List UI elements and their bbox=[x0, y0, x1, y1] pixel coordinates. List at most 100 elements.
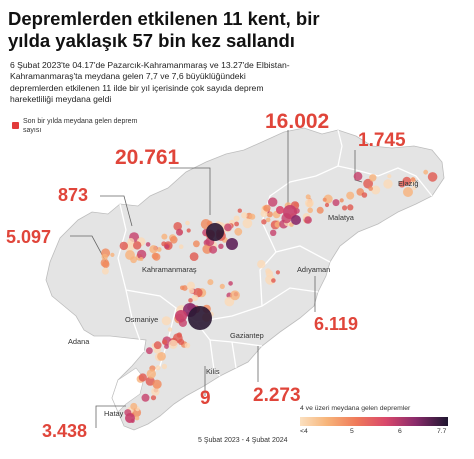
earthquake-dot bbox=[141, 393, 150, 402]
earthquake-dot bbox=[178, 244, 184, 249]
major-earthquake-dot bbox=[276, 206, 284, 214]
count-elazig: 1.745 bbox=[358, 130, 406, 151]
earthquake-dot bbox=[305, 198, 314, 208]
major-earthquake-dot bbox=[125, 413, 135, 423]
earthquake-dot bbox=[369, 174, 377, 182]
earthquake-dot bbox=[219, 283, 225, 289]
earthquake-dot bbox=[322, 197, 327, 202]
count-adana: 5.097 bbox=[6, 227, 52, 247]
earthquake-dot bbox=[119, 241, 128, 251]
earthquake-dot bbox=[324, 202, 330, 208]
earthquake-dot bbox=[138, 373, 147, 382]
earthquake-dot bbox=[186, 281, 196, 290]
earthquake-dot bbox=[423, 169, 429, 175]
earthquake-dot bbox=[274, 221, 281, 228]
earthquake-dot bbox=[100, 258, 110, 268]
earthquake-dot bbox=[410, 177, 416, 182]
earthquake-dot bbox=[157, 352, 166, 361]
earthquake-dot bbox=[241, 212, 248, 219]
earthquake-dot bbox=[249, 213, 256, 220]
earthquake-dot bbox=[403, 187, 413, 197]
earthquake-dot bbox=[383, 179, 393, 189]
earthquake-dot bbox=[209, 245, 218, 254]
magnitude-legend-title: 4 ve üzeri meydana gelen depremler bbox=[300, 405, 411, 412]
earthquake-dot bbox=[170, 236, 178, 244]
earthquake-dot bbox=[145, 376, 155, 386]
magnitude-tick-min: <4 bbox=[300, 428, 308, 435]
magnitude-tick-max: 7.7 bbox=[437, 428, 447, 435]
earthquake-dot bbox=[145, 242, 151, 247]
major-earthquake-dot bbox=[188, 306, 212, 330]
count-gaziantep: 2.273 bbox=[253, 385, 301, 406]
count-malatya: 16.002 bbox=[265, 110, 330, 133]
earthquake-dot bbox=[173, 222, 182, 231]
earthquake-dot bbox=[242, 218, 253, 229]
earthquake-dot bbox=[161, 316, 171, 326]
subtitle: 6 Şubat 2023'te 04.17'de Pazarcık-Kahram… bbox=[10, 60, 290, 105]
earthquake-dot bbox=[207, 279, 214, 286]
earthquake-dot bbox=[162, 339, 168, 345]
earthquake-dot bbox=[228, 281, 233, 286]
earthquake-dot bbox=[304, 216, 312, 224]
earthquake-dot bbox=[402, 176, 412, 186]
earthquake-dot bbox=[305, 194, 311, 200]
earthquake-dot bbox=[224, 223, 232, 232]
earthquake-dot bbox=[153, 341, 162, 350]
city-label-gaziantep: Gaziantep bbox=[230, 331, 264, 340]
earthquake-dot bbox=[339, 198, 344, 203]
city-label-adiyaman: Adıyaman bbox=[297, 265, 331, 274]
earthquake-dot bbox=[361, 192, 368, 198]
earthquake-dot bbox=[191, 294, 199, 302]
major-earthquake-dot bbox=[226, 238, 238, 250]
city-label-osmaniye: Osmaniye bbox=[125, 315, 159, 324]
earthquake-dot bbox=[368, 186, 374, 191]
count-kilis: 9 bbox=[200, 388, 211, 409]
earthquake-dot bbox=[167, 327, 173, 332]
earthquake-dot bbox=[101, 253, 108, 261]
city-label-elazig: Elazığ bbox=[398, 179, 419, 188]
earthquake-dot bbox=[233, 215, 240, 222]
major-earthquake-dot bbox=[283, 205, 297, 219]
count-adiyaman: 6.119 bbox=[314, 314, 359, 334]
date-range: 5 Şubat 2023 - 4 Şubat 2024 bbox=[198, 437, 288, 444]
major-earthquake-dot bbox=[291, 215, 301, 225]
earthquake-dot bbox=[146, 369, 156, 379]
major-earthquake-dot bbox=[206, 223, 224, 241]
earthquake-dot bbox=[134, 415, 140, 421]
magnitude-color-scale bbox=[300, 417, 448, 426]
earthquake-dot bbox=[156, 247, 162, 252]
earthquake-dot bbox=[168, 339, 178, 349]
count-osmaniye: 873 bbox=[58, 185, 89, 205]
earthquake-dot bbox=[271, 278, 276, 283]
magnitude-tick-6: 6 bbox=[398, 428, 402, 435]
earthquake-dot bbox=[152, 379, 162, 389]
earthquake-dot bbox=[150, 395, 157, 401]
earthquake-dot bbox=[257, 260, 266, 269]
earthquake-dot bbox=[184, 342, 191, 349]
city-label-hatay: Hatay bbox=[104, 409, 124, 418]
earthquake-dot bbox=[176, 228, 183, 236]
earthquake-dot bbox=[164, 344, 169, 349]
count-legend-swatch bbox=[12, 122, 19, 129]
earthquake-dot bbox=[261, 219, 267, 225]
earthquake-dot bbox=[161, 233, 168, 240]
earthquake-dot bbox=[316, 206, 324, 214]
city-label-kahramanmaras: Kahramanmaraş bbox=[142, 265, 197, 274]
leader-lines bbox=[70, 130, 363, 428]
earthquake-dot bbox=[371, 185, 381, 195]
earthquake-dot bbox=[363, 178, 373, 189]
earthquake-dot bbox=[193, 240, 200, 248]
earthquake-dot bbox=[185, 220, 190, 226]
earthquake-dot bbox=[387, 174, 392, 179]
earthquake-dot bbox=[237, 208, 242, 213]
earthquake-dot bbox=[263, 204, 271, 212]
earthquake-dot bbox=[102, 267, 109, 275]
city-label-adana: Adana bbox=[68, 337, 90, 346]
earthquake-dot bbox=[270, 229, 277, 236]
earthquake-dot bbox=[136, 249, 147, 260]
earthquake-dot bbox=[265, 270, 274, 278]
earthquake-dot bbox=[146, 347, 153, 355]
earthquake-dot bbox=[139, 257, 144, 261]
earthquake-dot bbox=[332, 199, 340, 207]
